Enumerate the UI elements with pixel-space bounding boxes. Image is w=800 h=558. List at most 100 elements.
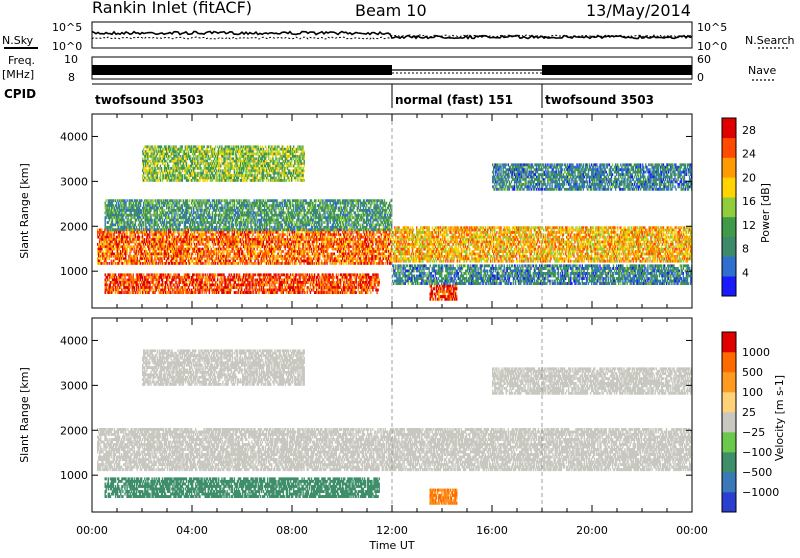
heatmap-cell (363, 245, 364, 248)
heatmap-cell (360, 250, 361, 253)
heatmap-cell (218, 291, 219, 294)
heatmap-cell (308, 253, 309, 256)
heatmap-cell (355, 262, 356, 265)
heatmap-cell (321, 286, 322, 289)
heatmap-cell (375, 286, 376, 289)
heatmap-cell (303, 238, 304, 241)
freq-tick-low: 8 (68, 71, 75, 84)
heatmap-cell (159, 286, 160, 289)
heatmap-cell (405, 255, 406, 258)
heatmap-cell (353, 231, 354, 234)
heatmap-cell (237, 286, 238, 289)
heatmap-cell (126, 233, 127, 236)
heatmap-cell (145, 248, 146, 251)
heatmap-cell (407, 245, 408, 248)
heatmap-cell (354, 284, 355, 287)
heatmap-cell (204, 291, 205, 294)
heatmap-cell (386, 250, 387, 253)
heatmap-cell (255, 262, 256, 265)
heatmap-cell (254, 245, 255, 248)
heatmap-cell (146, 289, 147, 292)
heatmap-cell (149, 233, 150, 236)
heatmap-cell (134, 289, 135, 292)
heatmap-cell (254, 231, 255, 234)
freq-label: Freq. (8, 54, 35, 67)
heatmap-cell (314, 241, 315, 244)
heatmap-cell (380, 255, 381, 258)
heatmap-cell (370, 291, 371, 294)
heatmap-cell (242, 250, 243, 253)
heatmap-cell (159, 279, 160, 282)
heatmap-cell (145, 262, 146, 265)
heatmap-cell (169, 241, 170, 244)
heatmap-cell (276, 279, 277, 282)
heatmap-cell (345, 243, 346, 246)
heatmap-cell (170, 273, 171, 276)
heatmap-cell (280, 276, 281, 279)
heatmap-cell (238, 291, 239, 294)
heatmap-cell (320, 233, 321, 236)
heatmap-cell (125, 245, 126, 248)
heatmap-cell (332, 241, 333, 244)
heatmap-cell (198, 241, 199, 244)
heatmap-cell (228, 233, 229, 236)
heatmap-cell (114, 236, 115, 239)
heatmap-cell (290, 273, 291, 276)
heatmap-cell (170, 284, 171, 287)
heatmap-cell (163, 243, 164, 246)
heatmap-cell (167, 284, 168, 287)
heatmap-cell (252, 281, 253, 284)
heatmap-cell (388, 238, 389, 241)
heatmap-cell (214, 279, 215, 282)
heatmap-cell (419, 245, 420, 248)
heatmap-cell (281, 245, 282, 248)
heatmap-cell (386, 243, 387, 246)
heatmap-cell (124, 243, 125, 246)
heatmap-cell (358, 241, 359, 244)
heatmap-cell (129, 253, 130, 256)
heatmap-cell (130, 255, 131, 258)
heatmap-cell (222, 250, 223, 253)
heatmap-cell (394, 245, 395, 248)
heatmap-cell (101, 262, 102, 265)
heatmap-cell (299, 291, 300, 294)
heatmap-cell (123, 279, 124, 282)
heatmap-cell (215, 273, 216, 276)
heatmap-cell (183, 291, 184, 294)
heatmap-cell (116, 241, 117, 244)
heatmap-cell (131, 273, 132, 276)
heatmap-cell (273, 255, 274, 258)
heatmap-cell (166, 231, 167, 234)
heatmap-cell (110, 250, 111, 253)
heatmap-cell (197, 236, 198, 239)
heatmap-cell (154, 245, 155, 248)
heatmap-cell (279, 243, 280, 246)
heatmap-cell (373, 286, 374, 289)
heatmap-cell (308, 238, 309, 241)
heatmap-cell (200, 284, 201, 287)
heatmap-cell (334, 276, 335, 279)
heatmap-cell (189, 253, 190, 256)
heatmap-cell (409, 248, 410, 251)
heatmap-cell (326, 262, 327, 265)
heatmap-cell (361, 262, 362, 265)
heatmap-cell (307, 273, 308, 276)
heatmap-cell (138, 291, 139, 294)
heatmap-cell (339, 236, 340, 239)
heatmap-cell (316, 279, 317, 282)
heatmap-cell (160, 262, 161, 265)
heatmap-cell (219, 286, 220, 289)
heatmap-cell (317, 250, 318, 253)
heatmap-cell (285, 245, 286, 248)
heatmap-cell (398, 248, 399, 251)
heatmap-cell (386, 255, 387, 258)
heatmap-cell (303, 262, 304, 265)
heatmap-cell (143, 248, 144, 251)
heatmap-cell (262, 245, 263, 248)
heatmap-cell (377, 289, 378, 292)
heatmap-cell (264, 279, 265, 282)
heatmap-cell (189, 289, 190, 292)
heatmap-cell (124, 262, 125, 265)
cpid-label: CPID (4, 87, 36, 101)
heatmap-cell (315, 255, 316, 258)
